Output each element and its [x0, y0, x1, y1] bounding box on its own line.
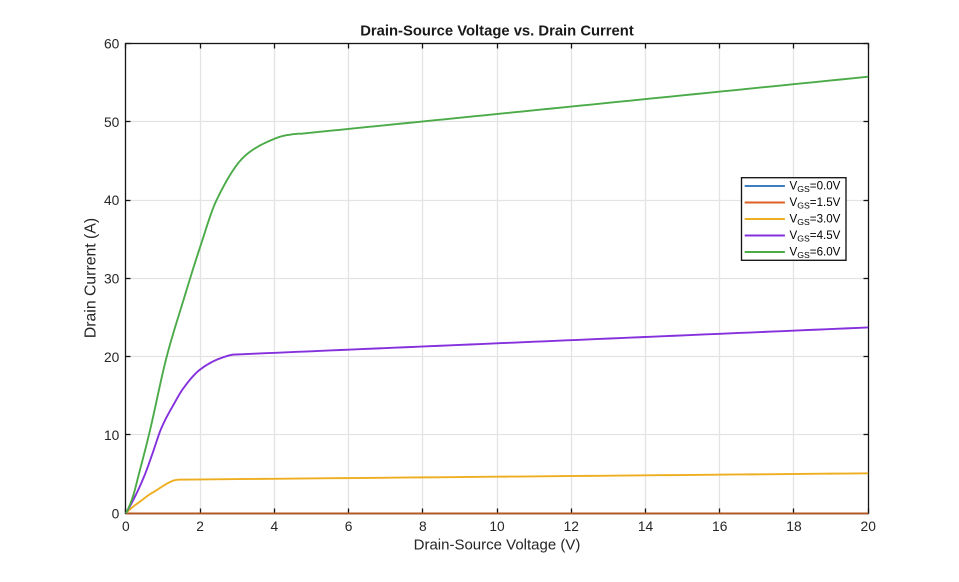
svg-text:8: 8 [419, 519, 427, 534]
svg-text:20: 20 [861, 519, 877, 534]
svg-text:6: 6 [345, 519, 353, 534]
svg-text:18: 18 [786, 519, 802, 534]
svg-text:Drain-Source Voltage vs. Drain: Drain-Source Voltage vs. Drain Current [360, 24, 634, 40]
svg-text:2: 2 [196, 519, 204, 534]
svg-text:30: 30 [104, 272, 120, 287]
svg-text:20: 20 [104, 350, 120, 365]
svg-text:50: 50 [104, 115, 120, 130]
svg-text:14: 14 [638, 519, 654, 534]
svg-text:40: 40 [104, 193, 120, 208]
svg-text:VGS=6.0V: VGS=6.0V [790, 246, 841, 260]
svg-text:10: 10 [104, 428, 120, 443]
svg-text:10: 10 [489, 519, 505, 534]
svg-text:12: 12 [564, 519, 579, 534]
svg-text:0: 0 [122, 519, 130, 534]
svg-text:Drain Current (A): Drain Current (A) [83, 218, 100, 338]
svg-text:VGS=4.5V: VGS=4.5V [790, 229, 841, 243]
svg-text:0: 0 [112, 506, 120, 521]
svg-text:VGS=0.0V: VGS=0.0V [790, 180, 841, 194]
svg-text:Drain-Source Voltage (V): Drain-Source Voltage (V) [414, 537, 581, 554]
svg-text:VGS=3.0V: VGS=3.0V [790, 213, 841, 227]
svg-text:16: 16 [712, 519, 728, 534]
svg-text:4: 4 [271, 519, 279, 534]
svg-text:60: 60 [104, 37, 120, 52]
svg-text:VGS=1.5V: VGS=1.5V [790, 196, 841, 210]
